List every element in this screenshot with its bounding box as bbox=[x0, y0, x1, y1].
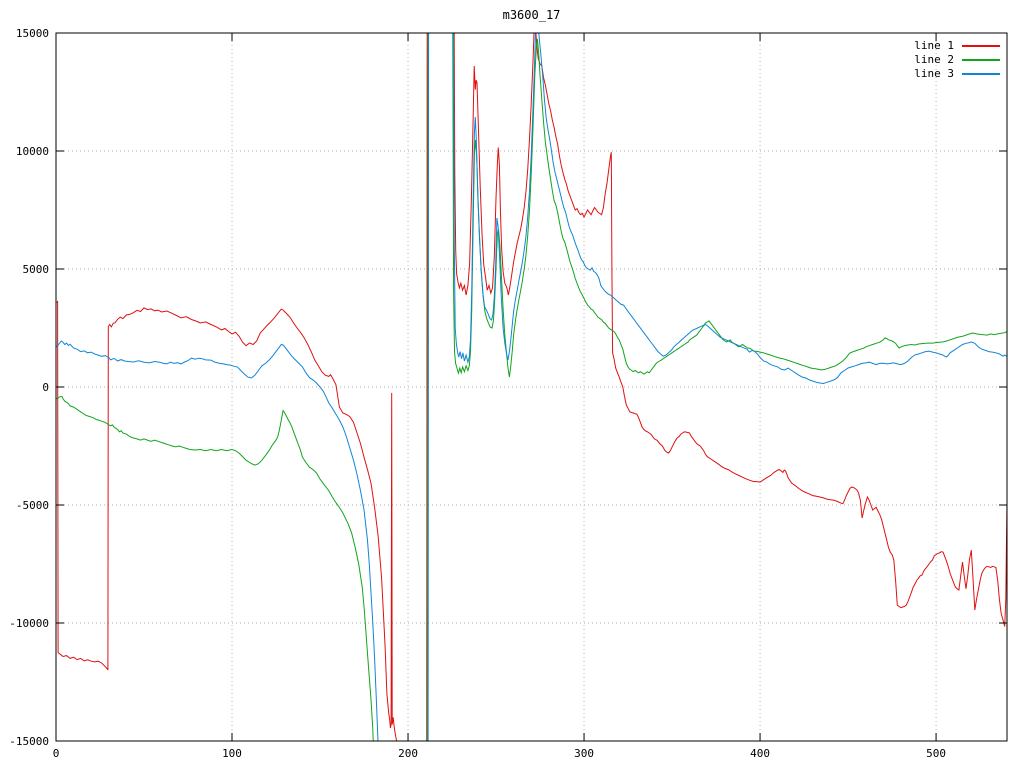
x-tick-label: 500 bbox=[926, 747, 946, 760]
x-tick-label: 400 bbox=[750, 747, 770, 760]
x-tick-label: 100 bbox=[222, 747, 242, 760]
axes bbox=[55, 32, 1008, 742]
chart-title: m3600_17 bbox=[502, 8, 561, 22]
x-tick-label: 0 bbox=[53, 747, 60, 760]
legend-label: line 1 bbox=[914, 39, 954, 52]
legend-item-line-2: line 2 bbox=[914, 54, 1000, 65]
x-tick-label: 200 bbox=[398, 747, 418, 760]
series-3-line bbox=[56, 33, 1007, 741]
legend-label: line 2 bbox=[914, 53, 954, 66]
line-sample-icon bbox=[962, 58, 1000, 61]
legend-label: line 3 bbox=[914, 67, 954, 80]
series-2-line bbox=[56, 33, 1007, 741]
tick-labels: 0 100 200 300 400 500 -15000 -10000 -5000 0 5000 10… bbox=[9, 27, 946, 760]
grid bbox=[56, 33, 1007, 741]
x-tick-label: 300 bbox=[574, 747, 594, 760]
series-1-line bbox=[56, 33, 1007, 741]
line-sample-icon bbox=[962, 72, 1000, 75]
y-tick-label: -5000 bbox=[16, 499, 49, 512]
y-tick-label: 15000 bbox=[16, 27, 49, 40]
y-tick-label: -15000 bbox=[9, 735, 49, 748]
legend: line 1 line 2 line 3 bbox=[914, 40, 1000, 79]
y-tick-label: 5000 bbox=[23, 263, 50, 276]
y-tick-label: 0 bbox=[42, 381, 49, 394]
legend-item-line-1: line 1 bbox=[914, 40, 1000, 51]
y-tick-label: 10000 bbox=[16, 145, 49, 158]
line-sample-icon bbox=[962, 44, 1000, 47]
series-lines bbox=[56, 33, 1007, 741]
y-tick-label: -10000 bbox=[9, 617, 49, 630]
legend-item-line-3: line 3 bbox=[914, 68, 1000, 79]
